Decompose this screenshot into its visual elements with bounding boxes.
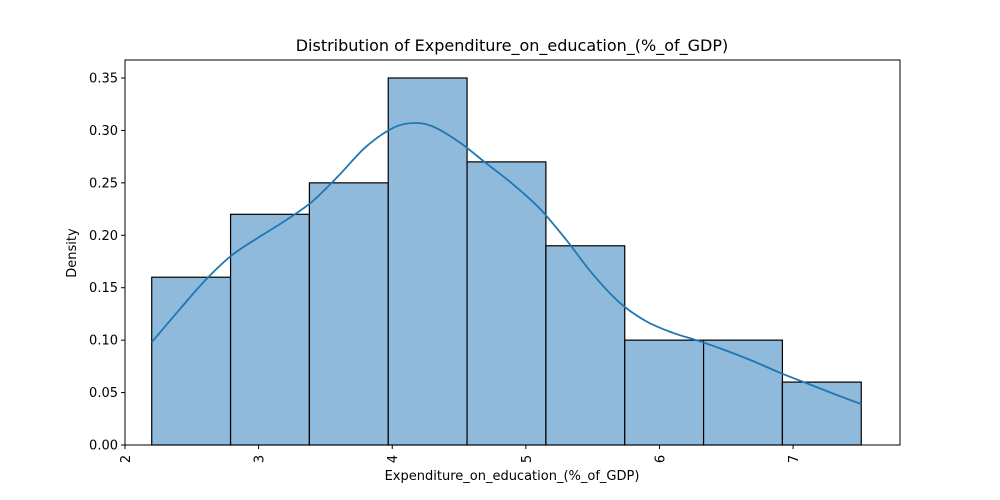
y-axis-ticks: 0.00 0.05 0.10 0.15 0.20 0.25 0.30 0.35 <box>89 72 125 454</box>
histogram-bar-7 <box>624 339 705 446</box>
histogram-bar-8 <box>702 339 784 446</box>
plot-area-frame <box>124 59 901 446</box>
y-tick-label-0.30: 0.30 <box>89 124 118 139</box>
y-tick-label-0.00: 0.00 <box>89 439 118 454</box>
kde-curve <box>151 122 862 405</box>
y-tick-label-0.25: 0.25 <box>89 176 118 191</box>
y-tick-label-0.10: 0.10 <box>89 334 118 349</box>
histogram-bar-3 <box>308 182 389 446</box>
histogram-bar-1 <box>151 276 232 446</box>
x-axis-ticks: 2 3 4 5 6 7 <box>119 445 802 463</box>
x-axis-label: Expenditure_on_education_(%_of_GDP) <box>385 469 640 484</box>
histogram-bar-2 <box>229 213 310 446</box>
histogram-bar-4 <box>387 77 468 446</box>
y-axis-label: Density <box>65 228 80 278</box>
y-tick-label-0.15: 0.15 <box>89 281 118 296</box>
x-tick-label-7: 7 <box>787 455 802 463</box>
x-tick-label-4: 4 <box>386 455 401 463</box>
x-tick-label-5: 5 <box>520 455 535 463</box>
x-tick-label-2: 2 <box>119 455 134 463</box>
histogram-bar-9 <box>781 381 862 446</box>
histogram-bar-6 <box>545 245 626 446</box>
y-tick-label-0.35: 0.35 <box>89 72 118 87</box>
x-tick-label-3: 3 <box>253 455 268 463</box>
histogram-bar-5 <box>466 161 547 446</box>
x-tick-label-6: 6 <box>653 455 668 463</box>
y-tick-label-0.20: 0.20 <box>89 229 118 244</box>
y-tick-label-0.05: 0.05 <box>89 386 118 401</box>
chart-title: Distribution of Expenditure_on_education… <box>296 36 729 56</box>
histogram-bars <box>151 77 862 446</box>
